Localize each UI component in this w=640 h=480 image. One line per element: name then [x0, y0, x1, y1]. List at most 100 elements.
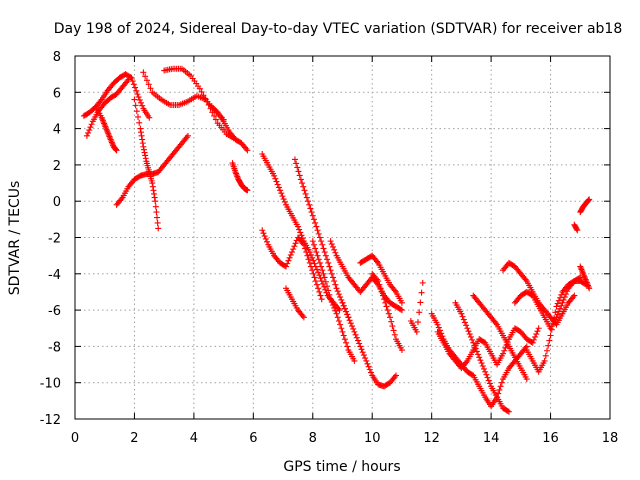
series-track-3: [92, 103, 120, 154]
data-point: [554, 300, 561, 307]
data-point: [548, 326, 555, 333]
x-axis-title: GPS time / hours: [283, 459, 400, 475]
y-tick-label: 4: [53, 123, 61, 138]
series-track-4: [113, 132, 191, 208]
series-track-13: [283, 285, 307, 321]
data-point: [475, 351, 482, 358]
data-point: [558, 302, 565, 309]
data-point: [301, 187, 308, 194]
data-point: [547, 332, 554, 339]
data-point: [319, 267, 326, 274]
data-point: [86, 127, 93, 134]
data-point: [203, 98, 210, 105]
data-point: [284, 260, 291, 267]
data-point: [285, 257, 292, 264]
data-point: [325, 287, 332, 294]
data-point: [545, 342, 552, 349]
series-track-22: [452, 299, 512, 415]
data-point: [384, 307, 391, 314]
data-point: [244, 187, 251, 194]
series-track-9: [229, 160, 251, 194]
data-point: [273, 178, 280, 185]
data-point: [498, 379, 505, 386]
data-point: [140, 146, 147, 153]
data-point: [356, 340, 363, 347]
data-point: [328, 299, 335, 306]
data-point: [316, 234, 323, 241]
data-point: [339, 328, 346, 335]
data-point: [344, 343, 351, 350]
data-point: [340, 302, 347, 309]
data-point: [313, 281, 320, 288]
data-point: [328, 270, 335, 277]
data-point: [552, 309, 559, 316]
data-point: [327, 296, 334, 303]
data-point: [134, 91, 141, 98]
data-point: [140, 143, 147, 150]
x-tick-label: 16: [542, 431, 559, 446]
data-point: [557, 305, 564, 312]
data-point: [500, 350, 506, 357]
data-point: [149, 180, 156, 187]
data-point: [398, 299, 405, 306]
data-point: [290, 246, 297, 253]
data-point: [483, 371, 490, 378]
series-track-14: [309, 238, 358, 364]
data-point: [322, 286, 329, 293]
data-point: [365, 363, 372, 370]
data-point: [296, 172, 303, 179]
data-point: [316, 259, 323, 266]
data-point: [133, 108, 140, 115]
data-point: [200, 92, 207, 99]
data-point: [261, 233, 268, 240]
data-point: [153, 209, 160, 216]
data-point: [133, 87, 140, 94]
series-track-7: [161, 65, 239, 143]
data-point: [314, 227, 321, 234]
y-tick-label: -2: [48, 232, 61, 247]
data-point: [264, 238, 271, 245]
series-track-2: [83, 76, 132, 139]
data-point: [310, 241, 317, 248]
y-tick-label: 6: [53, 86, 61, 101]
data-point: [130, 81, 137, 88]
data-point: [271, 172, 278, 179]
data-point: [345, 314, 352, 321]
data-point: [293, 160, 300, 167]
y-tick-label: -6: [48, 304, 61, 319]
data-point: [571, 292, 578, 299]
data-point: [419, 279, 426, 286]
data-point: [385, 310, 392, 317]
data-point: [585, 197, 592, 204]
data-point: [326, 263, 333, 270]
data-point: [343, 339, 350, 346]
data-point: [211, 112, 218, 119]
data-point: [150, 187, 157, 194]
data-point: [353, 334, 360, 341]
data-point: [533, 331, 540, 338]
data-point: [142, 155, 149, 162]
y-tick-label: -12: [40, 413, 61, 428]
data-point: [317, 292, 324, 299]
y-tick-label: -10: [40, 377, 61, 392]
data-point: [379, 292, 386, 299]
data-point: [307, 251, 314, 258]
data-point: [327, 267, 334, 274]
data-point: [560, 296, 567, 303]
data-point: [309, 212, 316, 219]
data-point: [317, 275, 324, 282]
data-point: [316, 272, 323, 279]
data-point: [334, 314, 341, 321]
data-point: [292, 240, 299, 247]
data-point: [304, 252, 311, 259]
data-point: [466, 331, 473, 338]
data-point: [313, 223, 320, 230]
data-point: [505, 408, 512, 415]
data-point: [546, 337, 553, 344]
data-point: [139, 140, 146, 147]
data-point: [389, 323, 396, 330]
data-point: [532, 333, 539, 340]
data-point: [354, 337, 361, 344]
x-tick-label: 14: [483, 431, 500, 446]
